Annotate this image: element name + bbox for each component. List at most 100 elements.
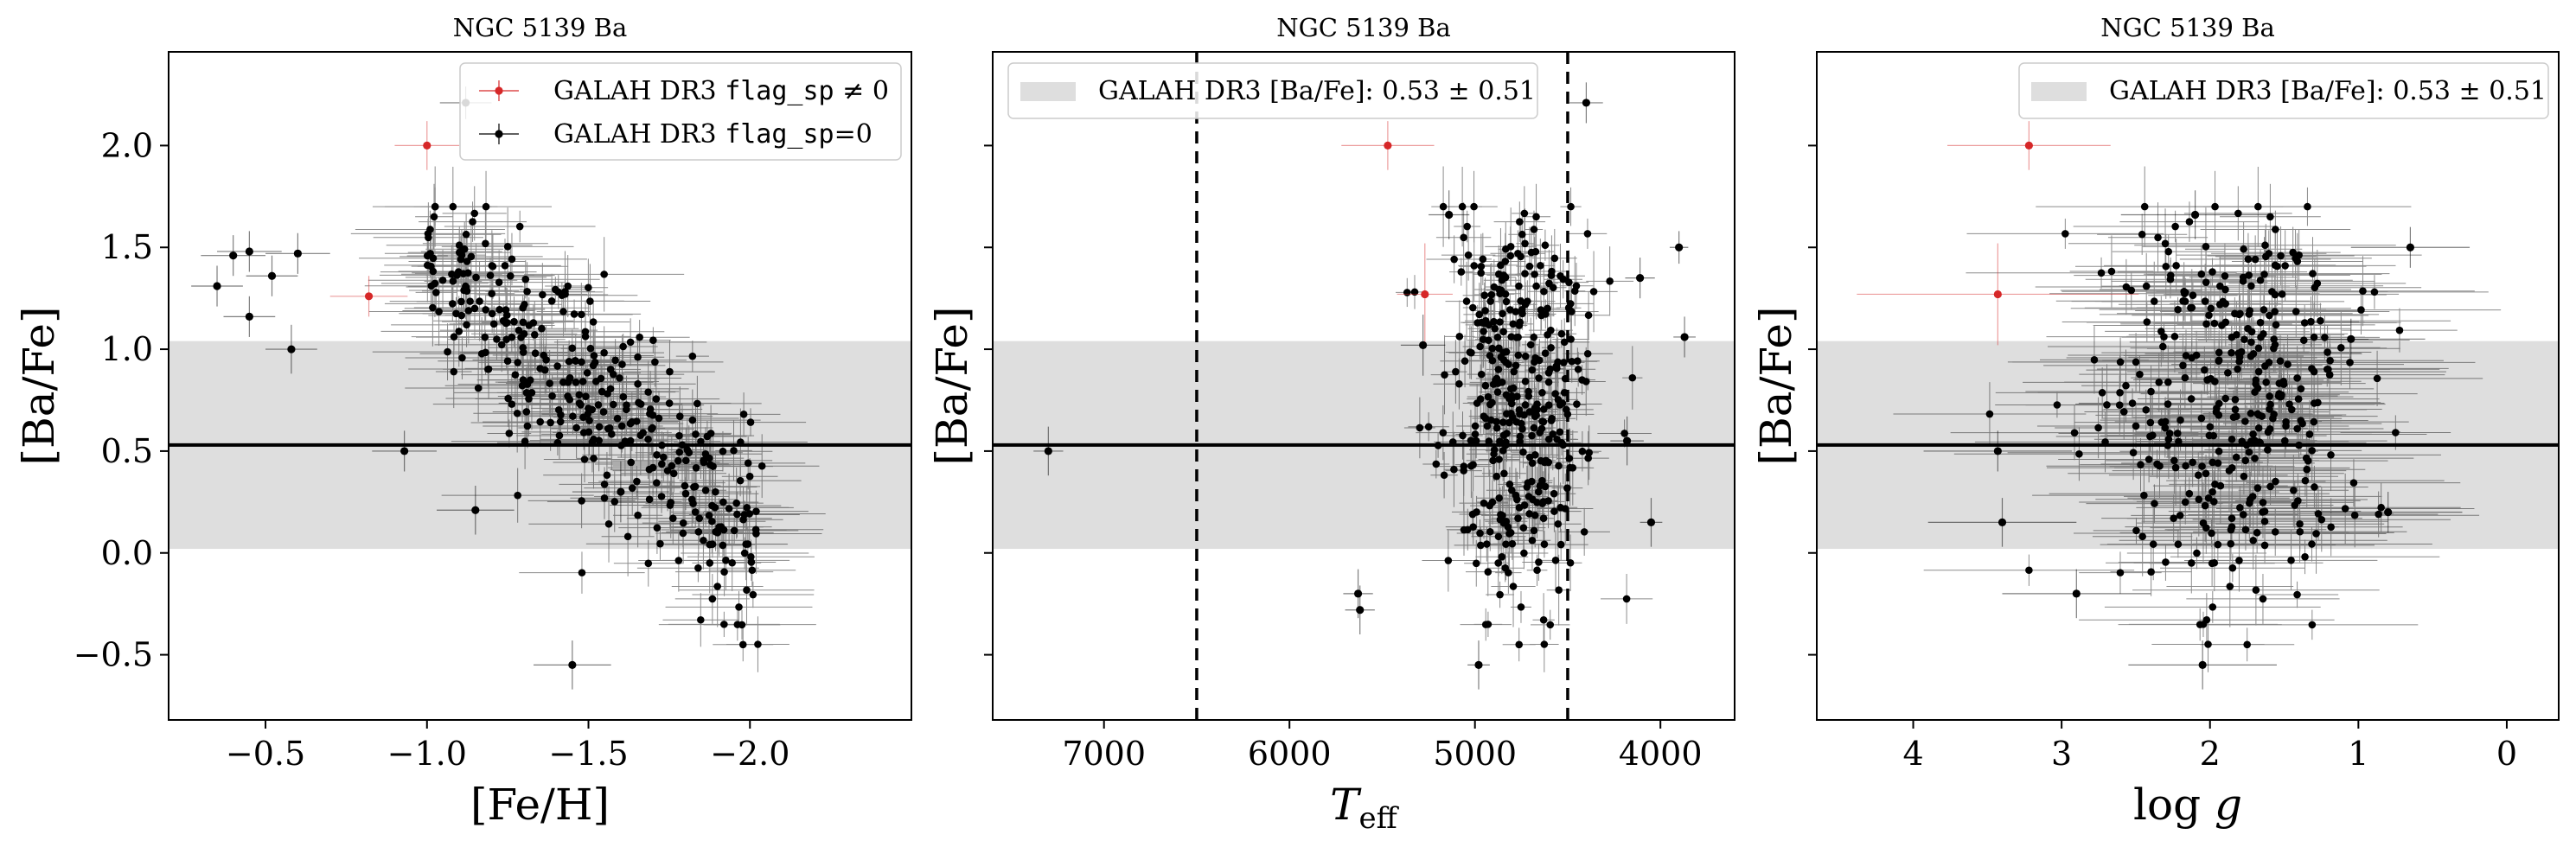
data-point [2281,262,2289,270]
data-point [2262,379,2270,386]
data-point [1517,296,1525,305]
data-point [1505,418,1513,427]
data-point [679,519,687,527]
data-point [1410,288,1419,296]
data-point [575,391,584,399]
data-point [1510,367,1518,376]
data-point [578,569,586,576]
data-point [600,481,609,488]
data-point [1493,388,1502,396]
data-point [2266,482,2274,491]
legend: GALAH DR3 [Ba/Fe]: 0.53 ± 0.51 [1007,62,1538,119]
data-point [287,345,296,353]
data-point [463,269,472,277]
data-point [2215,348,2223,357]
data-point [1528,366,1537,374]
data-point [503,357,512,365]
data-point [2202,278,2210,286]
data-point [1549,430,1557,438]
data-point [585,283,592,292]
data-point [674,557,683,564]
data-point [719,498,727,506]
data-point [720,568,728,576]
data-point [1485,437,1493,445]
data-point [616,374,623,382]
data-point [1521,401,1530,409]
data-point [2251,455,2259,462]
data-point [598,387,606,396]
data-point [655,414,663,423]
data-point [2185,489,2194,498]
data-point [636,431,645,439]
data-point [617,422,626,430]
x-tick-label: 1 [2348,735,2368,773]
data-point [1530,526,1538,535]
data-point [705,512,713,519]
data-point [2176,512,2184,519]
data-point [600,494,609,502]
data-point [2228,348,2235,357]
data-point [591,359,599,366]
data-point [1496,515,1505,524]
data-point [2260,271,2268,278]
data-point [2185,218,2194,226]
data-point [1499,328,1507,336]
data-point [2384,508,2393,517]
data-point [2260,541,2269,550]
data-point [752,530,760,538]
data-point [1499,418,1507,426]
data-point [1488,344,1497,353]
data-point [2212,408,2221,416]
data-point [564,392,572,400]
data-point [2180,287,2188,296]
data-point [2278,290,2286,298]
data-point [2189,291,2197,300]
data-point [1531,271,1538,278]
data-point [438,276,447,284]
data-point [2270,344,2278,353]
data-point [2295,251,2303,259]
data-point [649,336,657,344]
data-point [2208,603,2217,611]
data-point [1993,290,2002,299]
data-point [1471,430,1480,438]
data-point [1464,251,1473,259]
data-point [2357,306,2365,314]
data-point [1521,352,1530,360]
data-point [623,405,630,414]
data-point [1477,262,1486,271]
data-point [2210,319,2219,328]
y-tick-label: 1.5 [101,228,153,266]
data-point [2392,429,2400,436]
data-point [1526,341,1535,349]
data-point [2266,425,2274,433]
data-point [626,338,635,347]
data-point [435,308,443,315]
data-point [1462,297,1471,305]
data-point [1493,472,1501,481]
data-point [2373,374,2381,383]
data-point [526,376,534,385]
data-point [2239,277,2247,285]
data-point [2289,248,2297,257]
data-point [1496,318,1504,326]
data-point [1514,514,1522,522]
data-point [1622,436,1632,445]
data-point [1537,306,1545,314]
x-tick-label: 6000 [1248,735,1332,773]
legend-box [1007,62,1538,119]
data-point [554,288,563,296]
data-point [2270,411,2278,418]
data-point [2202,469,2210,478]
data-point [754,640,762,648]
data-point [2294,395,2303,403]
data-point [2324,348,2331,356]
data-point [2187,559,2196,567]
data-point [1521,239,1529,248]
data-point [2256,318,2265,327]
data-point [2303,465,2311,474]
data-point [2308,365,2316,373]
data-point [519,318,527,327]
data-point [722,557,730,564]
data-point [657,493,666,500]
